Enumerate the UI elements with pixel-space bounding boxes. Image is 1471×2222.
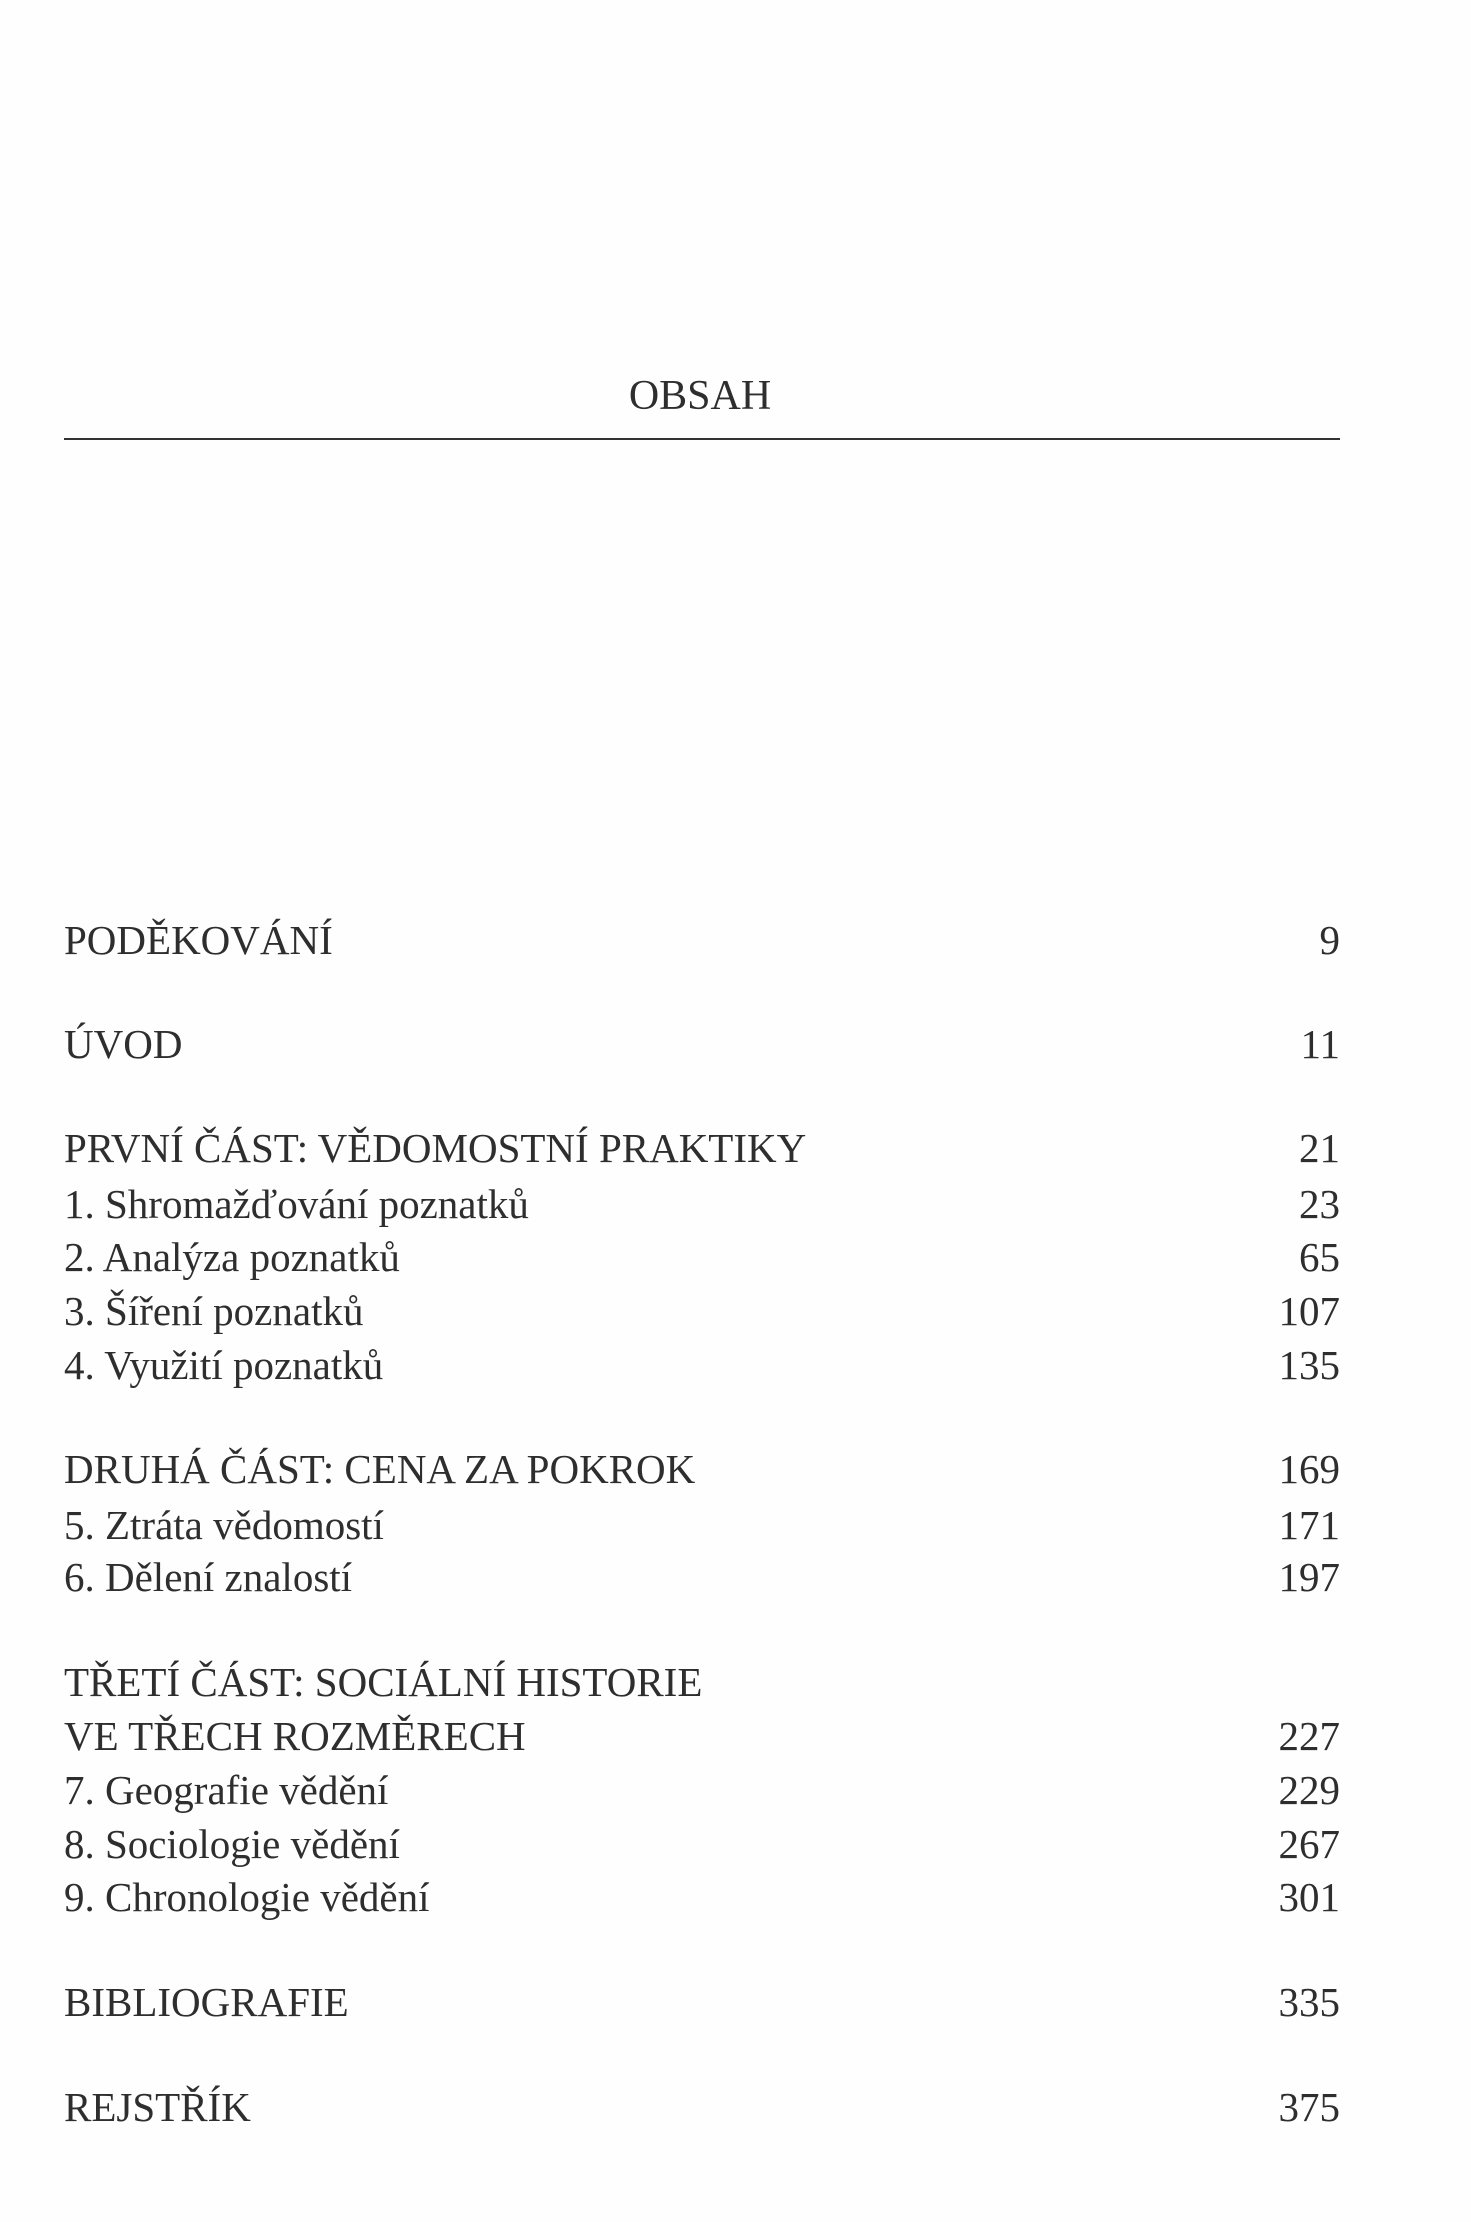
toc-entry: BIBLIOGRAFIE 335 (64, 1975, 1340, 2029)
toc-entry-page: 197 (1278, 1554, 1341, 1600)
toc-entry-page: 229 (1278, 1767, 1341, 1813)
toc-entry: PRVNÍ ČÁST: VĚDOMOSTNÍ PRAKTIKY 21 (64, 1121, 1340, 1175)
toc-entry: 2. Analýza poznatků 65 (64, 1230, 1340, 1284)
toc-entry-page: 169 (1278, 1446, 1341, 1492)
toc-entry-page: 227 (1278, 1713, 1341, 1759)
toc-entry: 7. Geografie vědění 229 (64, 1763, 1340, 1817)
toc-entry-label: PRVNÍ ČÁST: VĚDOMOSTNÍ PRAKTIKY (64, 1125, 807, 1171)
toc-entry-label: PODĚKOVÁNÍ (64, 917, 333, 963)
toc-entry: 6. Dělení znalostí 197 (64, 1550, 1340, 1604)
toc-entry-page: 301 (1278, 1874, 1341, 1920)
toc-entry-label: 7. Geografie vědění (64, 1767, 389, 1813)
toc-entry: TŘETÍ ČÁST: SOCIÁLNÍ HISTORIE (64, 1655, 1340, 1709)
toc-entry: 8. Sociologie vědění 267 (64, 1817, 1340, 1871)
toc-entry-label: 2. Analýza poznatků (64, 1234, 400, 1280)
toc-entry-label: VE TŘECH ROZMĚRECH (64, 1713, 526, 1759)
toc-entry-label: 5. Ztráta vědomostí (64, 1502, 384, 1548)
toc-entry-label: REJSTŘÍK (64, 2084, 251, 2130)
toc-entry: 1. Shromažďování poznatků 23 (64, 1177, 1340, 1231)
toc-entry-label: BIBLIOGRAFIE (64, 1979, 349, 2025)
toc-entry-page: 9 (1319, 917, 1341, 963)
toc-entry: ÚVOD 11 (64, 1017, 1340, 1071)
toc-entry-page: 21 (1299, 1125, 1340, 1171)
toc-entry: DRUHÁ ČÁST: CENA ZA POKROK 169 (64, 1442, 1340, 1496)
toc-entry-page: 135 (1278, 1342, 1341, 1388)
toc-entry-label: DRUHÁ ČÁST: CENA ZA POKROK (64, 1446, 696, 1492)
toc-entry: VE TŘECH ROZMĚRECH 227 (64, 1709, 1340, 1763)
toc-entry-label: ÚVOD (64, 1021, 183, 1067)
toc-entry-page: 11 (1300, 1021, 1340, 1067)
toc-entry-page: 65 (1299, 1234, 1340, 1280)
toc-entry: 4. Využití poznatků 135 (64, 1338, 1340, 1392)
toc-entry-label: 8. Sociologie vědění (64, 1821, 400, 1867)
toc-entry: 3. Šíření poznatků 107 (64, 1284, 1340, 1338)
page-title: OBSAH (628, 373, 772, 419)
toc-entry: 9. Chronologie vědění 301 (64, 1870, 1340, 1924)
toc-entry-page: 23 (1299, 1181, 1340, 1227)
toc-entry-label: 3. Šíření poznatků (64, 1288, 364, 1334)
toc-entry: PODĚKOVÁNÍ 9 (64, 913, 1340, 967)
toc-entry-page: 375 (1278, 2084, 1341, 2130)
toc-entry-label: 4. Využití poznatků (64, 1342, 384, 1388)
toc-entry: 5. Ztráta vědomostí 171 (64, 1498, 1340, 1552)
toc-entry-label: 1. Shromažďování poznatků (64, 1181, 529, 1227)
toc-entry-page: 335 (1278, 1979, 1341, 2025)
toc-entry-label: TŘETÍ ČÁST: SOCIÁLNÍ HISTORIE (64, 1659, 703, 1705)
toc-entry-page: 107 (1278, 1288, 1341, 1334)
toc-entry: REJSTŘÍK 375 (64, 2080, 1340, 2134)
toc-entry-label: 6. Dělení znalostí (64, 1554, 353, 1600)
toc-entry-page: 171 (1278, 1502, 1341, 1548)
toc-entry-label: 9. Chronologie vědění (64, 1874, 430, 1920)
toc-entry-page: 267 (1278, 1821, 1341, 1867)
title-rule (64, 438, 1340, 440)
